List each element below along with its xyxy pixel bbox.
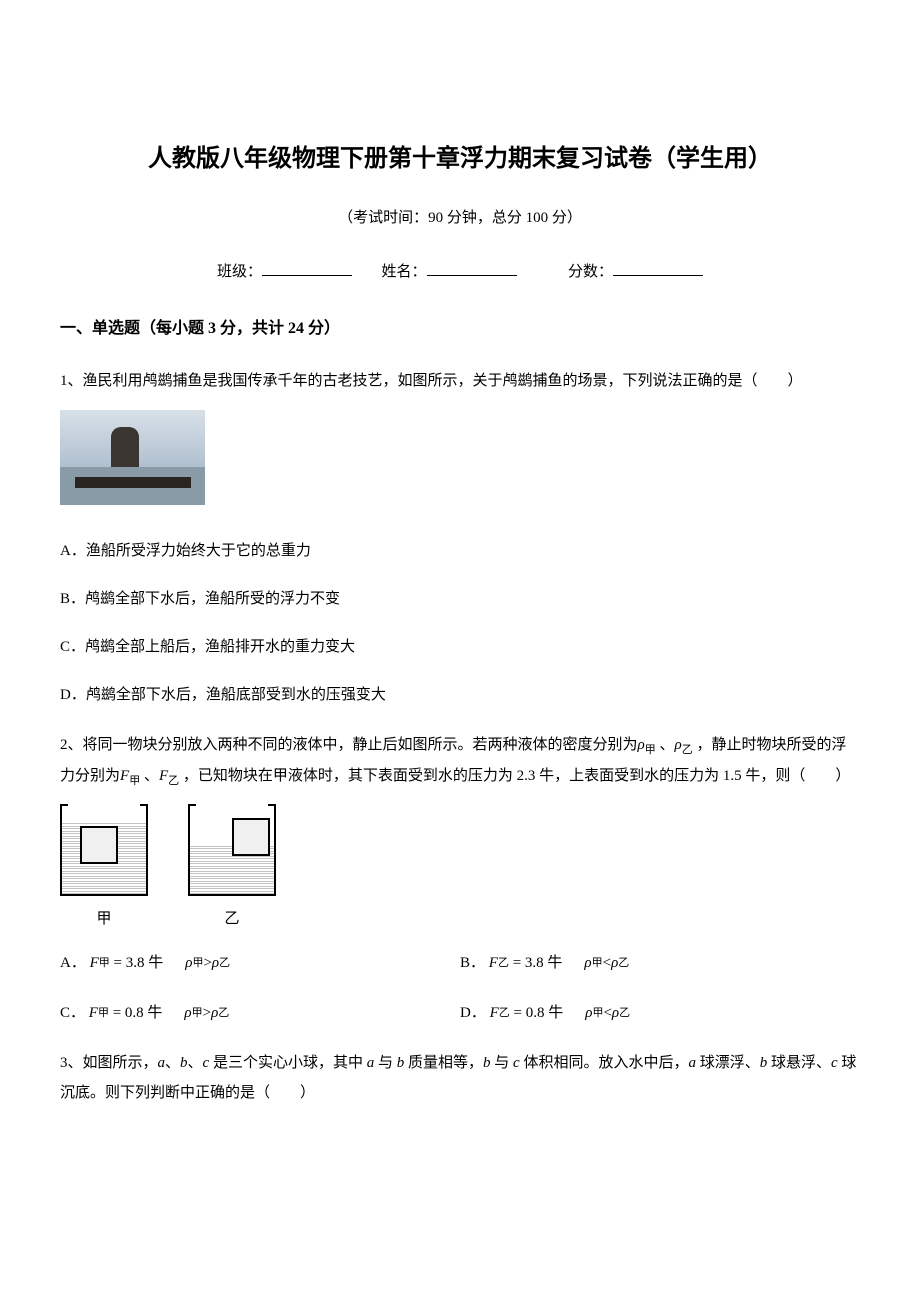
q3-text: 3、如图所示，a、b、c 是三个实心小球，其中 a 与 b 质量相等，b 与 c… [60,1048,860,1108]
class-blank[interactable] [262,258,352,276]
beaker-jia: 甲 [60,806,148,934]
beaker-yi: 乙 [188,806,276,934]
q1-option-b[interactable]: B．鸬鹚全部下水后，渔船所受的浮力不变 [60,584,860,614]
name-blank[interactable] [427,258,517,276]
student-info-line: 班级： 姓名： 分数： [60,258,860,284]
q1-figure [60,410,860,516]
question-2: 2、将同一物块分别放入两种不同的液体中，静止后如图所示。若两种液体的密度分别为ρ… [60,730,860,1028]
score-blank[interactable] [613,258,703,276]
q2-text-p1: 2、将同一物块分别放入两种不同的液体中，静止后如图所示。若两种液体的密度分别为 [60,737,638,753]
q1-option-a[interactable]: A．渔船所受浮力始终大于它的总重力 [60,536,860,566]
question-3: 3、如图所示，a、b、c 是三个实心小球，其中 a 与 b 质量相等，b 与 c… [60,1048,860,1108]
question-1: 1、渔民利用鸬鹚捕鱼是我国传承千年的古老技艺，如图所示，关于鸬鹚捕鱼的场景，下列… [60,366,860,710]
q2-figure: 甲 乙 [60,806,860,934]
beaker-jia-label: 甲 [60,904,148,934]
q2-text-p3: ，已知物块在甲液体时，其下表面受到水的压力为 2.3 牛，上表面受到水的压力为 … [183,768,851,784]
cormorant-fishing-image [60,410,205,505]
exam-subtitle: （考试时间：90 分钟，总分 100 分） [60,206,860,230]
q2-text: 2、将同一物块分别放入两种不同的液体中，静止后如图所示。若两种液体的密度分别为ρ… [60,730,860,792]
section-1-header: 一、单选题（每小题 3 分，共计 24 分） [60,316,860,342]
q2-option-b[interactable]: B． F乙 = 3.8 牛ρ甲<ρ乙 [460,948,860,978]
name-label: 姓名： [381,264,426,280]
q1-text: 1、渔民利用鸬鹚捕鱼是我国传承千年的古老技艺，如图所示，关于鸬鹚捕鱼的场景，下列… [60,366,860,396]
q2-option-d[interactable]: D． F乙 = 0.8 牛ρ甲<ρ乙 [460,998,860,1028]
q2-option-a[interactable]: A． F甲 = 3.8 牛ρ甲>ρ乙 [60,948,460,978]
q2-option-c[interactable]: C． F甲 = 0.8 牛ρ甲>ρ乙 [60,998,460,1028]
beaker-yi-label: 乙 [188,904,276,934]
q1-option-c[interactable]: C．鸬鹚全部上船后，渔船排开水的重力变大 [60,632,860,662]
class-label: 班级： [217,264,262,280]
q1-option-d[interactable]: D．鸬鹚全部下水后，渔船底部受到水的压强变大 [60,680,860,710]
exam-title: 人教版八年级物理下册第十章浮力期末复习试卷（学生用） [60,140,860,178]
score-label: 分数： [568,264,613,280]
